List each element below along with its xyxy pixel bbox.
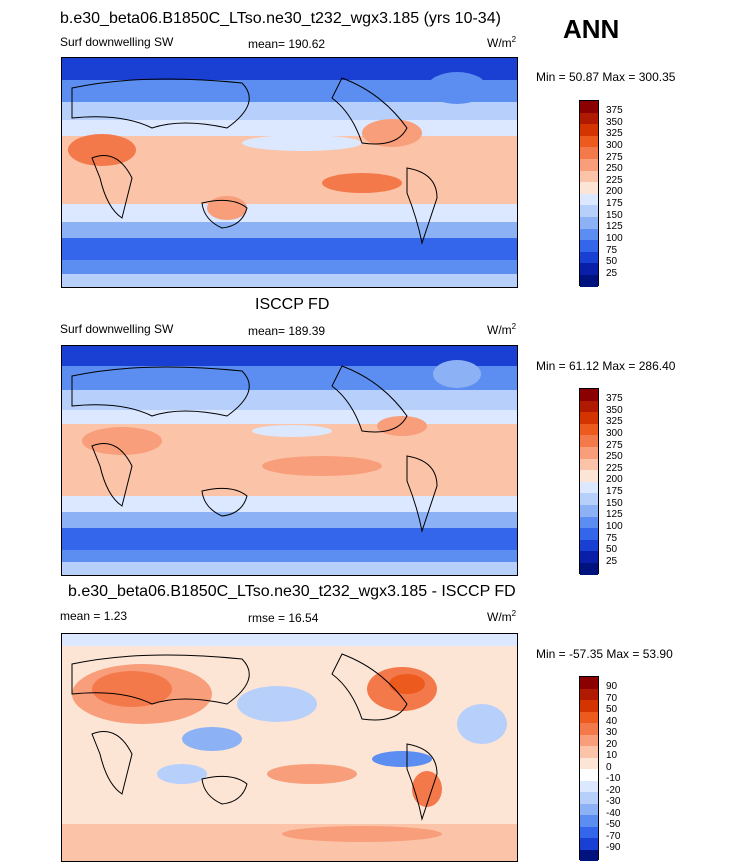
colorbar-tick: 325 xyxy=(606,416,623,427)
panel-3-rmse: rmse = 16.54 xyxy=(248,611,319,625)
panel-3-colorbar: 90 70 50 40 30 20 10 0 -10 -20 -30 -40 -… xyxy=(579,676,639,861)
colorbar-tick: 250 xyxy=(606,451,623,462)
panel-2-mean: mean= 189.39 xyxy=(248,324,326,338)
panel-1-minmax: Min = 50.87 Max = 300.35 xyxy=(536,70,676,84)
colorbar-tick: -90 xyxy=(606,842,621,853)
colorbar-tick: 375 xyxy=(606,393,623,404)
colorbar-tick: 100 xyxy=(606,233,623,244)
colorbar-tick: 150 xyxy=(606,210,623,221)
colorbar-tick: 300 xyxy=(606,428,623,439)
colorbar-tick: 250 xyxy=(606,163,623,174)
colorbar-tick: 225 xyxy=(606,463,623,474)
colorbar-tick: 90 xyxy=(606,681,618,692)
colorbar-tick: 70 xyxy=(606,693,618,704)
colorbar-tick: -70 xyxy=(606,831,621,842)
panel-2-units: W/m2 xyxy=(487,322,517,337)
colorbar-tick: 125 xyxy=(606,221,623,232)
colorbar-tick: 175 xyxy=(606,486,623,497)
colorbar-tick: 0 xyxy=(606,762,612,773)
panel-1-units: W/m2 xyxy=(487,35,517,50)
panel-3-map xyxy=(61,633,518,862)
panel-3-colorbar-boxes xyxy=(579,676,599,861)
colorbar-tick: -30 xyxy=(606,796,621,807)
panel-2-colorbar-boxes xyxy=(579,388,599,575)
colorbar-tick: 20 xyxy=(606,739,618,750)
panel-2-minmax: Min = 61.12 Max = 286.40 xyxy=(536,359,676,373)
colorbar-tick: 75 xyxy=(606,245,618,256)
colorbar-tick: 100 xyxy=(606,521,623,532)
panel-1-colorbar: 375 350 325 300 275 250 225 200 175 150 … xyxy=(579,100,639,287)
panel-1-variable: Surf downwelling SW xyxy=(60,35,174,49)
colorbar-tick: 150 xyxy=(606,498,623,509)
colorbar-tick: 10 xyxy=(606,750,618,761)
colorbar-tick: -40 xyxy=(606,808,621,819)
season-label: ANN xyxy=(563,14,620,44)
colorbar-tick: 200 xyxy=(606,474,623,485)
colorbar-tick: -10 xyxy=(606,773,621,784)
colorbar-tick: 50 xyxy=(606,544,618,555)
colorbar-tick: 200 xyxy=(606,186,623,197)
colorbar-tick: 225 xyxy=(606,175,623,186)
colorbar-tick: 25 xyxy=(606,556,618,567)
colorbar-tick: 350 xyxy=(606,405,623,416)
panel-3-minmax: Min = -57.35 Max = 53.90 xyxy=(536,647,673,661)
panel-2-variable: Surf downwelling SW xyxy=(60,322,174,336)
colorbar-tick: 375 xyxy=(606,105,623,116)
colorbar-tick: -20 xyxy=(606,785,621,796)
panel-1-colorbar-boxes xyxy=(579,100,599,287)
colorbar-tick: 30 xyxy=(606,727,618,738)
colorbar-tick: 175 xyxy=(606,198,623,209)
colorbar-tick: 125 xyxy=(606,509,623,520)
colorbar-tick: -50 xyxy=(606,819,621,830)
panel-2-title: ISCCP FD xyxy=(255,296,330,313)
panel-3-title: b.e30_beta06.B1850C_LTso.ne30_t232_wgx3.… xyxy=(68,583,516,600)
panel-2-map xyxy=(61,345,518,576)
panel-2-colorbar: 375 350 325 300 275 250 225 200 175 150 … xyxy=(579,388,639,575)
colorbar-tick: 40 xyxy=(606,716,618,727)
panel-3-units: W/m2 xyxy=(487,609,517,624)
colorbar-tick: 325 xyxy=(606,128,623,139)
colorbar-tick: 350 xyxy=(606,117,623,128)
colorbar-tick: 275 xyxy=(606,440,623,451)
colorbar-tick: 75 xyxy=(606,533,618,544)
panel-2-contour-field xyxy=(62,346,517,575)
panel-3-mean: mean = 1.23 xyxy=(60,609,128,623)
colorbar-tick: 300 xyxy=(606,140,623,151)
colorbar-tick: 275 xyxy=(606,152,623,163)
panel-1-mean: mean= 190.62 xyxy=(248,37,326,51)
colorbar-tick: 50 xyxy=(606,256,618,267)
colorbar-tick: 50 xyxy=(606,704,618,715)
colorbar-tick: 25 xyxy=(606,268,618,279)
panel-3-contour-field xyxy=(62,634,517,861)
panel-1-map xyxy=(61,57,518,288)
panel-1-contour-field xyxy=(62,58,517,287)
panel-1-title: b.e30_beta06.B1850C_LTso.ne30_t232_wgx3.… xyxy=(60,10,501,27)
